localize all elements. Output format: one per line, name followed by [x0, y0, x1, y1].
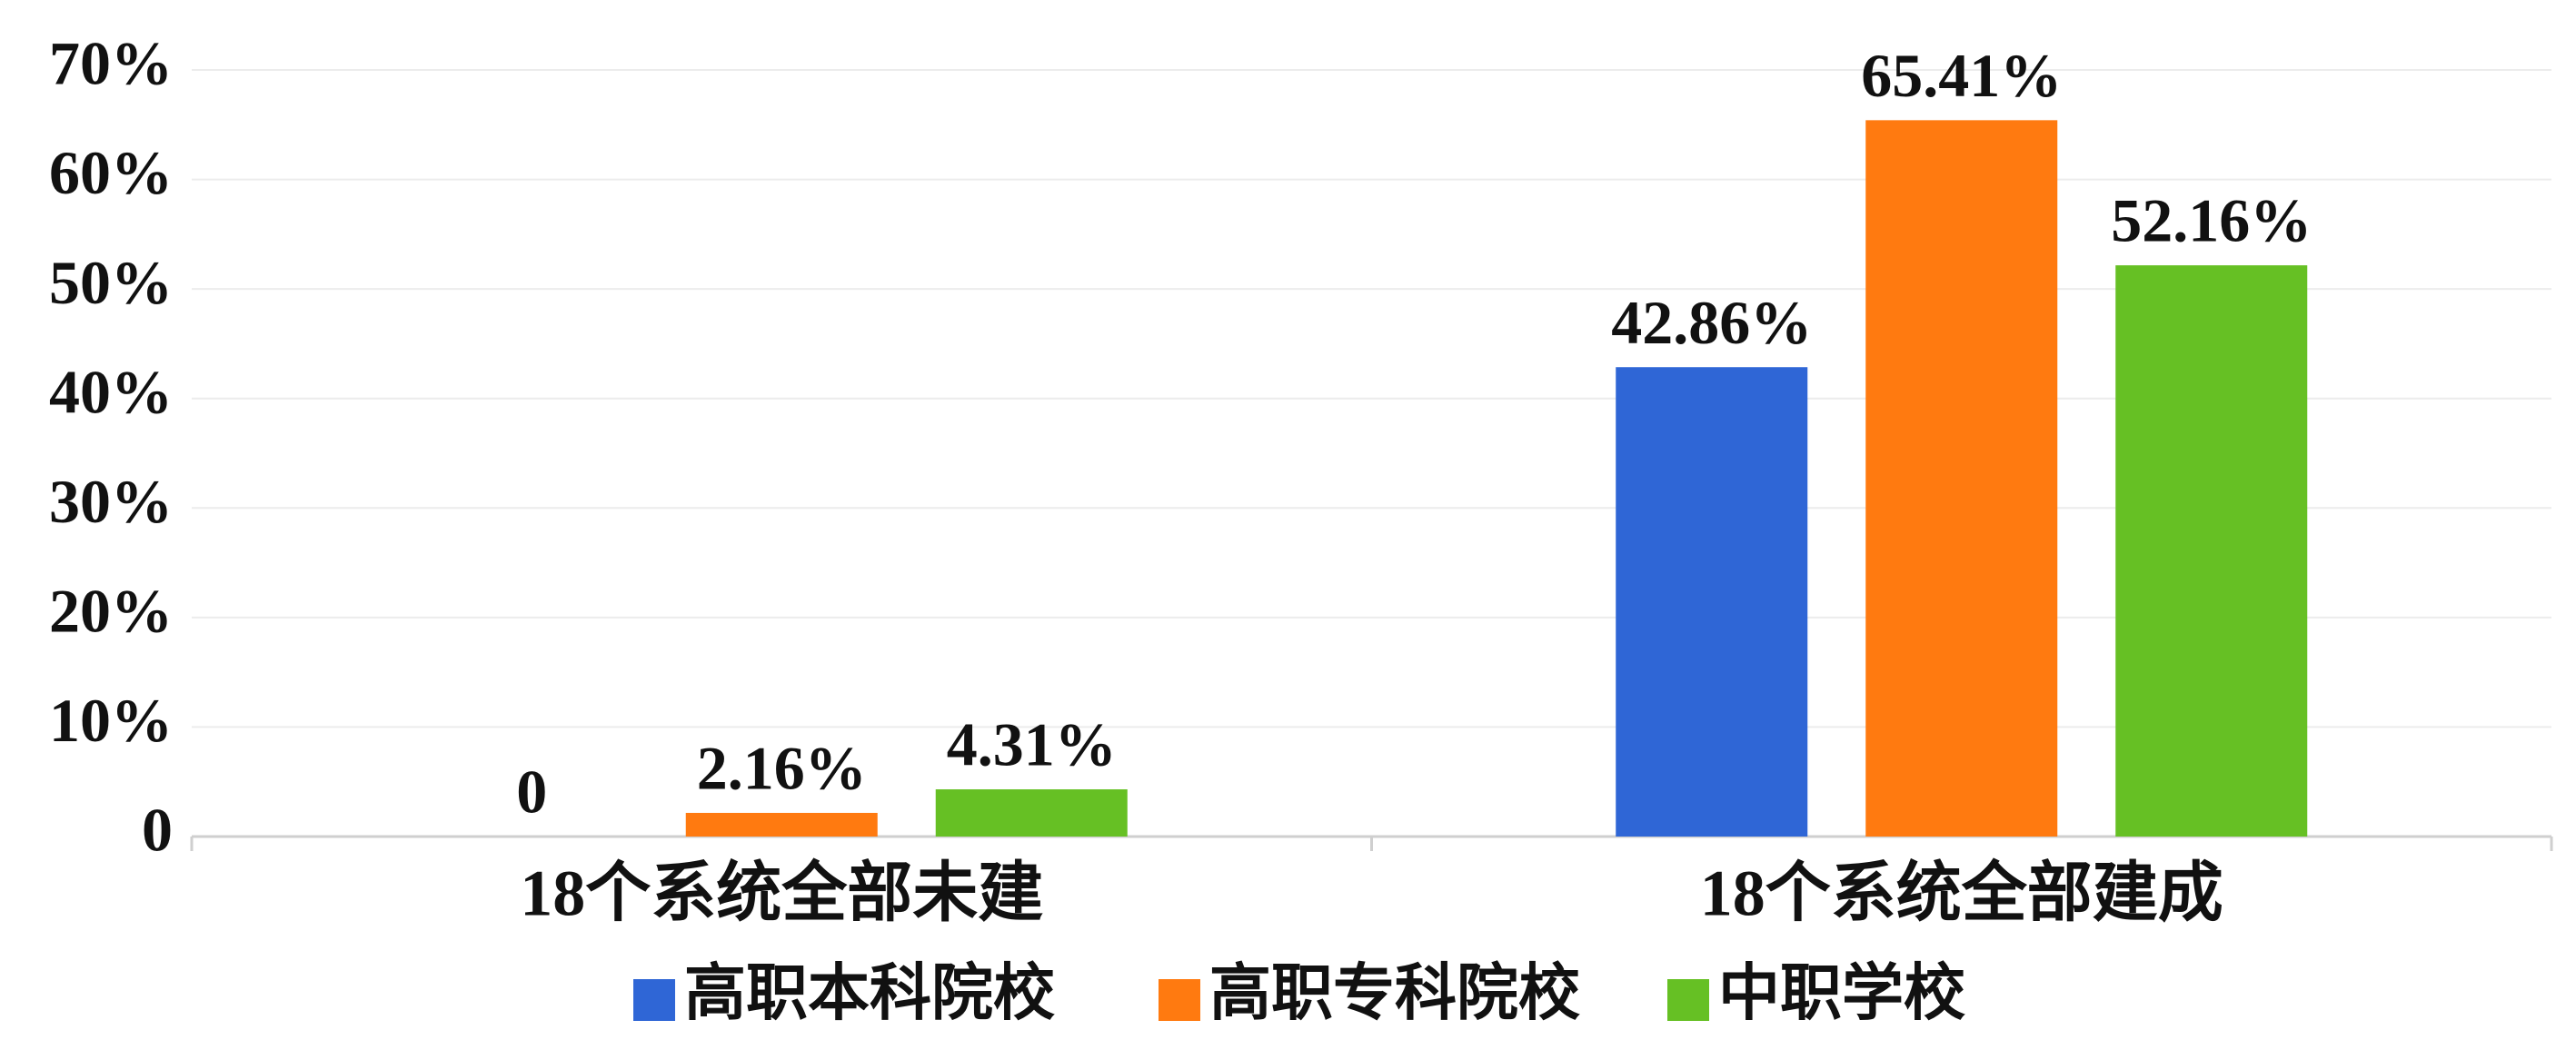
y-tick-label: 70%	[49, 29, 173, 98]
value-label: 42.86%	[1611, 288, 1812, 357]
bar	[935, 789, 1128, 837]
bar	[685, 812, 878, 837]
y-tick-label: 0	[142, 796, 173, 865]
y-tick-label: 40%	[49, 357, 173, 426]
value-label: 65.41%	[1861, 41, 2062, 110]
x-tick-label: 18个系统全部未建	[520, 857, 1043, 930]
legend-label: 中职学校	[1718, 959, 1965, 1028]
y-tick-label: 60%	[49, 138, 173, 207]
value-label: 2.16%	[697, 734, 867, 803]
value-label: 4.31%	[947, 710, 1117, 779]
legend-swatch	[633, 979, 675, 1021]
legend-label: 高职专科院校	[1209, 959, 1580, 1028]
y-tick-label: 20%	[49, 576, 173, 645]
value-label: 52.16%	[2111, 186, 2312, 255]
legend-swatch	[1159, 979, 1200, 1021]
legend-swatch	[1667, 979, 1709, 1021]
bar	[1616, 367, 1808, 837]
bar	[2115, 265, 2308, 837]
value-label: 0	[516, 758, 547, 827]
y-tick-label: 30%	[49, 467, 173, 536]
legend-label: 高职本科院校	[684, 959, 1055, 1028]
x-tick-label: 18个系统全部建成	[1700, 857, 2223, 930]
bar	[1865, 120, 2058, 837]
y-tick-label: 50%	[49, 248, 173, 317]
y-tick-label: 10%	[49, 686, 173, 755]
